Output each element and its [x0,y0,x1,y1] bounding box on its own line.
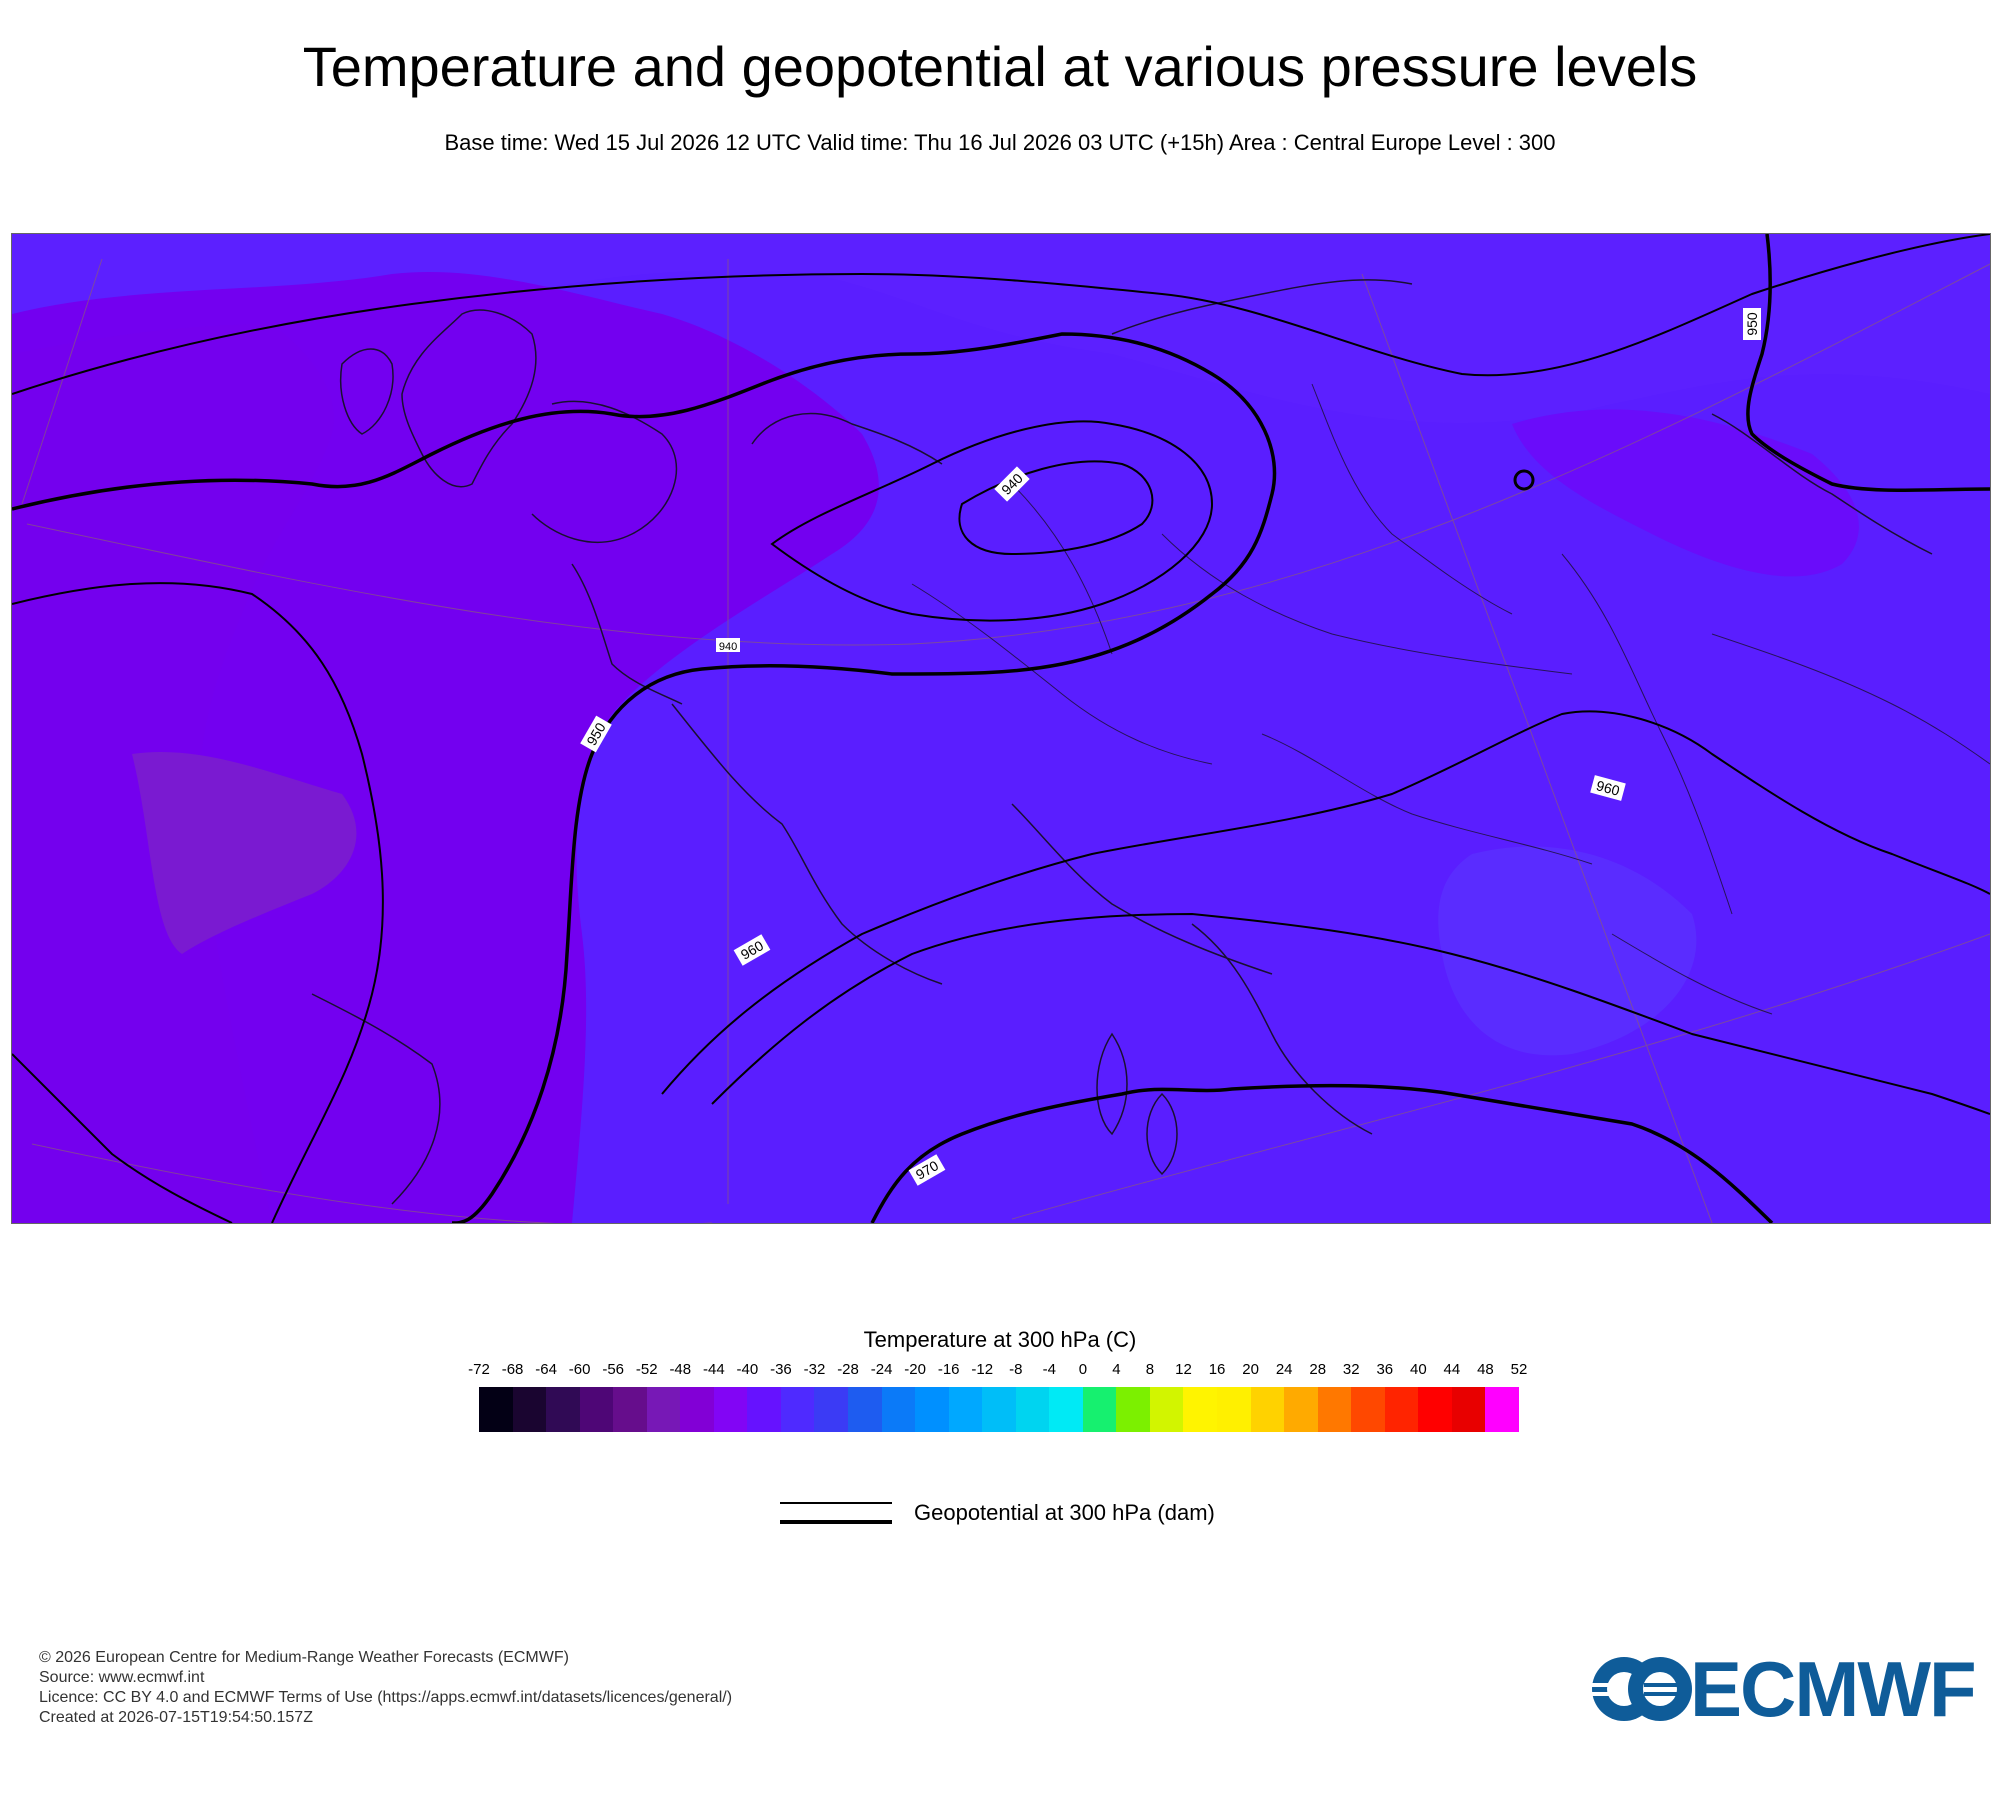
colorbar-tick-label: 8 [1145,1361,1155,1378]
coastlines [311,279,1933,1205]
contour-label-950-east: 950 [1744,312,1760,336]
colorbar-tick-label: -4 [1042,1361,1056,1378]
colorbar-tick-label: 28 [1309,1361,1327,1378]
footer-credits: © 2026 European Centre for Medium-Range … [39,1648,732,1728]
colorbar-swatch [780,1387,815,1432]
colorbar-swatch [1418,1387,1452,1432]
colorbar-swatch [646,1387,681,1432]
colorbar-swatch [1217,1387,1251,1432]
contour-labels: 950 940 940 950 960 960 970 [580,308,1761,1186]
low-center-marker [1513,469,1535,491]
colorbar-swatch [1049,1387,1083,1432]
colorbar-swatch [680,1387,714,1432]
colorbar-tick-label: 32 [1342,1361,1360,1378]
created-line: Created at 2026-07-15T19:54:50.157Z [39,1709,313,1726]
colorbar-tick-label: -40 [736,1361,759,1378]
colorbar-tick-label: -12 [971,1361,994,1378]
geopotential-legend-label: Geopotential at 300 hPa (dam) [914,1500,1215,1525]
colorbar-tick-label: 4 [1112,1361,1121,1378]
colorbar-swatch [747,1387,781,1432]
thick-line-sample [780,1520,892,1524]
graticule [21,258,1990,1223]
colorbar-tick-label: -16 [937,1361,960,1378]
colorbar-tick-label: 12 [1175,1361,1192,1378]
ecmwf-logo-text: ECMWF [1690,1645,1977,1733]
thin-line-sample [780,1502,892,1504]
colorbar-tick-label: -36 [770,1361,792,1378]
colorbar-swatch [1451,1387,1486,1432]
country-borders [911,383,1990,1015]
colorbar-title: Temperature at 300 hPa (C) [863,1327,1137,1352]
colorbar-tick-label: 48 [1477,1361,1494,1378]
colorbar-tick-label: 40 [1410,1361,1427,1378]
colorbar-swatch [1116,1387,1150,1432]
source-line[interactable]: Source: www.ecmwf.int [39,1669,205,1686]
colorbar-swatch [512,1387,547,1432]
colorbar-swatch [1317,1387,1352,1432]
geopotential-contours [12,234,1990,1223]
colorbar-tick-label: -60 [568,1361,591,1378]
colorbar [479,1387,1519,1432]
colorbar-tick-label: -72 [468,1361,490,1378]
page-subtitle: Base time: Wed 15 Jul 2026 12 UTC Valid … [444,130,1556,155]
colorbar-swatch [1015,1387,1050,1432]
colorbar-swatch [1082,1387,1117,1432]
colorbar-swatch [1351,1387,1385,1432]
colorbar-swatch [814,1387,849,1432]
colorbar-tick-label: -24 [870,1361,893,1378]
colorbar-tick-label: 52 [1510,1361,1528,1378]
colorbar-tick-label: 44 [1443,1361,1461,1378]
map-svg: 950 940 940 950 960 960 970 [12,234,1990,1223]
temperature-field-warm-patch [1438,846,1697,1056]
colorbar-swatch [1284,1387,1318,1432]
colorbar-tick-label: -68 [501,1361,524,1378]
colorbar-tick-label: 36 [1376,1361,1394,1378]
colorbar-tick-label: -48 [669,1361,692,1378]
page-title: Temperature and geopotential at various … [302,35,1698,98]
colorbar-swatch [948,1387,983,1432]
colorbar-tick-label: -44 [702,1361,725,1378]
coldest-patch [132,752,357,954]
copyright-line: © 2026 European Centre for Medium-Range … [39,1649,569,1666]
ecmwf-logo-icon [1590,1657,1692,1721]
colorbar-tick-label: -8 [1009,1361,1023,1378]
colorbar-swatch [915,1387,949,1432]
colorbar-swatch [1183,1387,1218,1432]
colorbar-ticks: -72 -68 -64 -60 -56 -52 -48 -44 -40 -36 -32 -28 -24-… [468,1361,1527,1381]
colorbar-tick-label: -32 [803,1361,826,1378]
geopotential-line-key [780,1500,892,1524]
colorbar-tick-label: -28 [837,1361,859,1378]
colorbar-tick-label: -56 [602,1361,625,1378]
colorbar-swatch [1250,1387,1285,1432]
colorbar-swatch [848,1387,882,1432]
colorbar-swatch [1384,1387,1419,1432]
colorbar-swatch [479,1387,513,1432]
colorbar-swatch [579,1387,614,1432]
colorbar-tick-label: 0 [1078,1361,1088,1378]
licence-line[interactable]: Licence: CC BY 4.0 and ECMWF Terms of Us… [39,1689,733,1706]
colorbar-swatch [881,1387,916,1432]
colorbar-tick-label: -52 [635,1361,658,1378]
colorbar-swatch [546,1387,580,1432]
colorbar-tick-label: -64 [535,1361,557,1378]
colorbar-swatch [613,1387,647,1432]
colorbar-tick-label: 16 [1208,1361,1226,1378]
colorbar-tick-label: 20 [1242,1361,1259,1378]
colorbar-swatch [982,1387,1016,1432]
colorbar-tick-label: -20 [904,1361,926,1378]
colorbar-swatch [1485,1387,1519,1432]
colorbar-tick-label: 24 [1275,1361,1293,1378]
colorbar-swatch [1149,1387,1184,1432]
forecast-map[interactable]: 950 940 940 950 960 960 970 [11,233,1991,1224]
colorbar-swatch [713,1387,748,1432]
contour-label-960-east: 960 [1595,777,1622,799]
contour-label-940-channel: 940 [719,641,737,653]
